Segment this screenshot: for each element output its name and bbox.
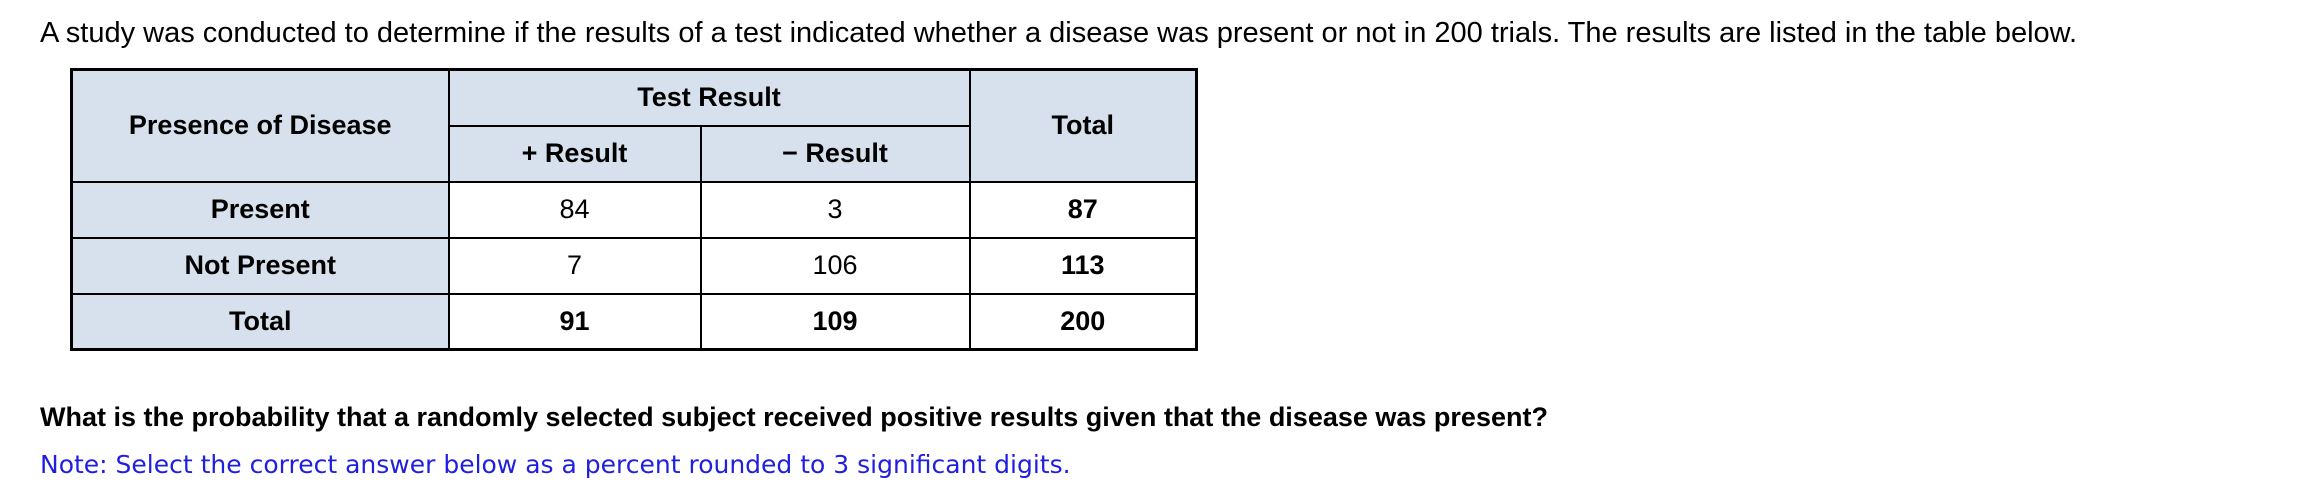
table-row-total: Total 91 109 200 [70, 292, 1198, 351]
positive-result-header-cell: + Result [447, 124, 702, 183]
row-label-present: Present [70, 180, 450, 239]
cell-present-negative: 3 [699, 180, 971, 239]
group-header-cell: Test Result [447, 68, 971, 127]
row-label-total: Total [70, 292, 450, 351]
cell-grand-total: 200 [968, 292, 1198, 351]
total-column-header-cell: Total [968, 68, 1198, 183]
header-row-2: + Result − Result [72, 124, 1197, 183]
cell-total-positive: 91 [447, 292, 702, 351]
cell-not-present-total: 113 [968, 236, 1198, 295]
row-label-not-present: Not Present [70, 236, 450, 295]
table-row-not-present: Not Present 7 106 113 [70, 236, 1198, 295]
cell-present-total: 87 [968, 180, 1198, 239]
contingency-table: Presence of Disease Test Result Total + … [70, 68, 1198, 351]
header-row-1: Presence of Disease Test Result Total [70, 68, 1198, 183]
corner-header-cell: Presence of Disease [70, 68, 450, 183]
cell-total-negative: 109 [699, 292, 971, 351]
intro-text: A study was conducted to determine if th… [40, 17, 2078, 49]
question-text: What is the probability that a randomly … [40, 402, 1548, 432]
negative-result-header-cell: − Result [699, 124, 971, 183]
note-text: Note: Select the correct answer below as… [40, 450, 1071, 479]
cell-not-present-negative: 106 [699, 236, 971, 295]
table-row-present: Present 84 3 87 [70, 180, 1198, 239]
cell-present-positive: 84 [447, 180, 702, 239]
cell-not-present-positive: 7 [447, 236, 702, 295]
